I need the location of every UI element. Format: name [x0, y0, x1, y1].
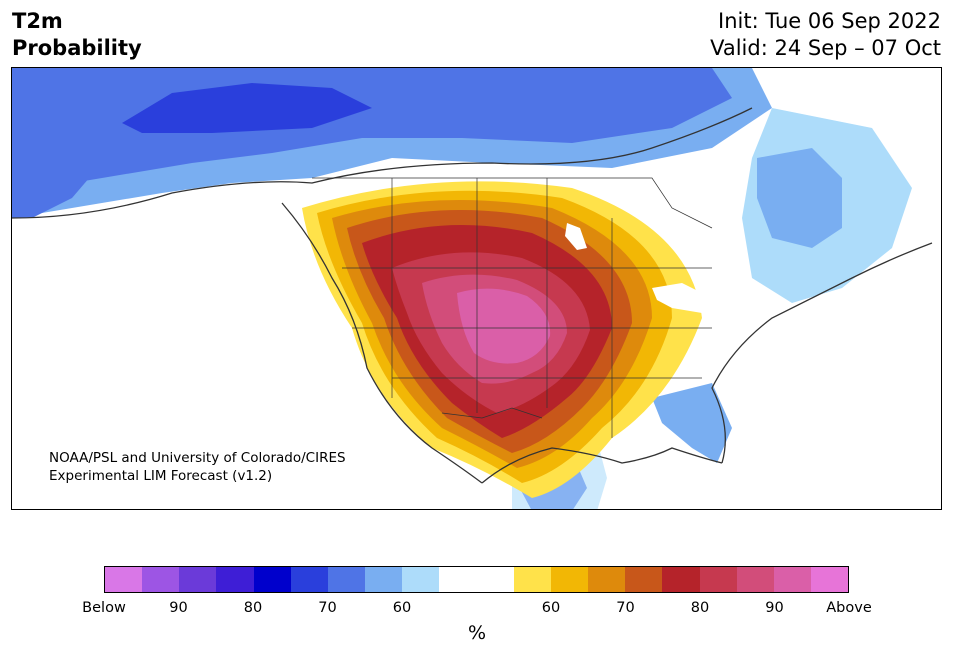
cold-region-alaska: [12, 108, 102, 218]
coastline-arctic: [12, 107, 753, 219]
cold-region-east: [652, 383, 732, 463]
border-us-mexico: [441, 407, 543, 419]
colorbar-tick-label: 70: [616, 600, 635, 616]
colorbar-unit: %: [467, 622, 487, 644]
colorbar-segment: [327, 567, 366, 592]
colorbar-segment: [365, 567, 403, 592]
great-lakes: [652, 283, 712, 313]
title-line-1: T2m: [12, 9, 63, 33]
colorbar-segment: [550, 567, 589, 592]
coastline-west: [281, 202, 483, 484]
colorbar-tick-label: Above: [826, 600, 872, 616]
colorbar-segment: [179, 567, 217, 592]
colorbar-segment: [773, 567, 811, 592]
colorbar-segment: [290, 567, 328, 592]
colorbar-segment: [513, 567, 551, 592]
colorbar-segment: [810, 567, 849, 592]
coastline-gulf: [481, 447, 723, 484]
title-line-2: Probability: [12, 36, 142, 60]
cold-region-canada-core: [122, 83, 372, 133]
colorbar-segment: [216, 567, 254, 592]
map-title: T2m Probability: [12, 8, 142, 62]
colorbar-segment: [253, 567, 291, 592]
colorbar-segment: [476, 567, 514, 592]
cold-region-canada-mid: [12, 68, 732, 193]
colorbar-segment: [625, 567, 663, 592]
colorbar-tick-label: 90: [169, 600, 188, 616]
valid-period: Valid: 24 Sep – 07 Oct: [710, 36, 941, 60]
colorbar-segment: [588, 567, 626, 592]
colorbar: [104, 566, 849, 593]
coastline-east: [711, 242, 933, 464]
colorbar-tick-label: Below: [82, 600, 126, 616]
colorbar-tick-label: 90: [765, 600, 784, 616]
colorbar-segment: [439, 567, 477, 592]
warm-level-8: [457, 288, 551, 364]
border-us-canada: [312, 177, 713, 229]
colorbar-segment: [402, 567, 440, 592]
colorbar-tick-label: 80: [690, 600, 710, 616]
colorbar-tick-label: 60: [541, 600, 561, 616]
colorbar-tick-label: 70: [318, 600, 337, 616]
cold-region-quebec-inner: [757, 148, 842, 248]
colorbar-tick-label: 80: [243, 600, 263, 616]
colorbar-segment: [142, 567, 180, 592]
credit-line-2: Experimental LIM Forecast (v1.2): [49, 468, 273, 484]
init-date: Init: Tue 06 Sep 2022: [718, 9, 941, 33]
credit-text: NOAA/PSL and University of Colorado/CIRE…: [49, 449, 346, 485]
credit-line-1: NOAA/PSL and University of Colorado/CIRE…: [49, 450, 346, 466]
colorbar-segment: [736, 567, 774, 592]
colorbar-tick-label: 60: [392, 600, 412, 616]
probability-map: [11, 67, 942, 510]
colorbar-segment: [699, 567, 737, 592]
lake-winnipeg: [565, 223, 587, 250]
colorbar-segment: [662, 567, 700, 592]
forecast-dates: Init: Tue 06 Sep 2022 Valid: 24 Sep – 07…: [710, 8, 941, 62]
colorbar-segment: [105, 567, 143, 592]
